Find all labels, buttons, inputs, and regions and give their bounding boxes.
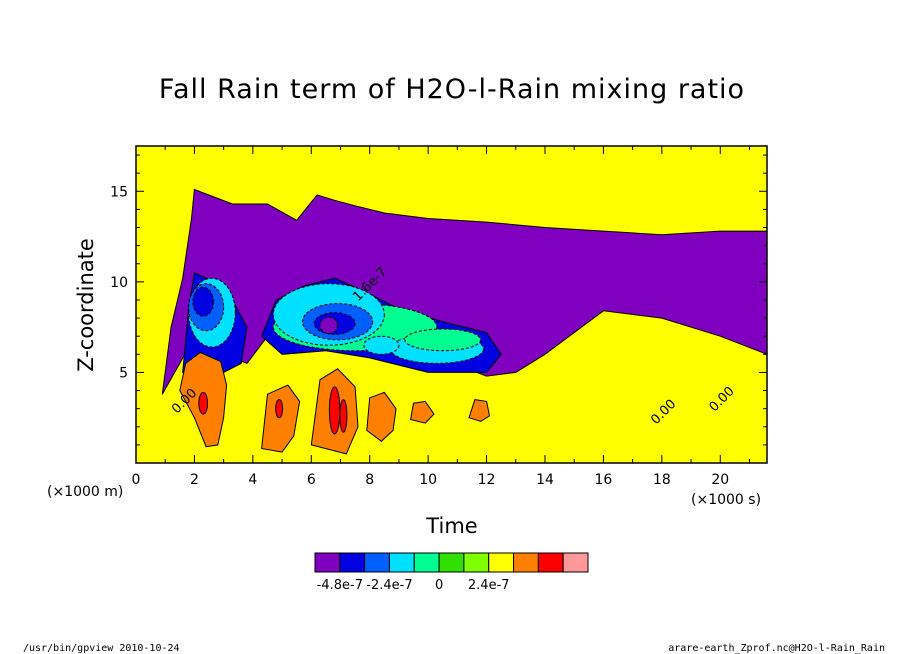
contour-region-15: [261, 384, 301, 453]
colorbar-label-1: -2.4e-7: [366, 578, 412, 593]
colorbar-swatch-4: [413, 552, 440, 573]
x-tick-label-7: 14: [536, 472, 554, 488]
colorbar-label-0: -4.8e-7: [317, 578, 363, 593]
contour-region-6: [404, 328, 482, 352]
colorbar-swatch-7: [488, 552, 515, 573]
x-unit-label: (×1000 s): [691, 492, 762, 508]
x-tick-label-9: 18: [653, 472, 671, 488]
colorbar-swatch-0: [314, 552, 341, 573]
x-tick-label-2: 4: [248, 472, 257, 488]
contour-region-18: [410, 400, 435, 424]
contour-region-19: [468, 399, 491, 422]
colorbar-swatch-6: [463, 552, 490, 573]
y-tick-label-2: 15: [110, 184, 128, 200]
contour-region-10: [192, 286, 214, 317]
footer-right: arare-earth_Zprof.nc@H2O-l-Rain_Rain: [668, 643, 885, 654]
x-tick-label-4: 8: [365, 472, 374, 488]
x-axis-label: Time: [426, 514, 478, 538]
x-tick-label-10: 20: [711, 472, 729, 488]
x-tick-label-5: 10: [419, 472, 437, 488]
y-tick-label-0: 5: [119, 365, 128, 381]
colorbar-swatch-10: [562, 552, 589, 573]
contour-region-20: [328, 386, 341, 435]
colorbar-swatch-9: [537, 552, 564, 573]
plot-frame: [135, 145, 768, 464]
colorbar-swatch-1: [339, 552, 366, 573]
contour-region-23: [275, 399, 284, 419]
colorbar-swatch-8: [513, 552, 539, 573]
y-unit-label: (×1000 m): [47, 484, 124, 500]
colorbar-swatch-5: [438, 552, 465, 573]
contour-region-17: [366, 391, 397, 442]
y-tick-label-1: 10: [110, 275, 128, 291]
chart-title: Fall Rain term of H2O-l-Rain mixing rati…: [158, 74, 746, 105]
x-tick-label-6: 12: [478, 472, 496, 488]
x-tick-label-8: 16: [594, 472, 612, 488]
contour-region-13: [363, 335, 400, 355]
contour-region-21: [339, 399, 348, 433]
colorbar-swatch-3: [388, 552, 415, 573]
colorbar-label-2: 0: [435, 578, 443, 593]
x-tick-label-0: 0: [132, 472, 141, 488]
contour-region-12: [319, 316, 339, 334]
colorbar-swatch-2: [364, 552, 390, 573]
contour-region-22: [198, 391, 209, 415]
footer-left: /usr/bin/gpview 2010-10-24: [23, 643, 180, 654]
x-tick-label-3: 6: [307, 472, 316, 488]
x-tick-label-1: 2: [190, 472, 199, 488]
colorbar-label-3: 2.4e-7: [468, 578, 510, 593]
